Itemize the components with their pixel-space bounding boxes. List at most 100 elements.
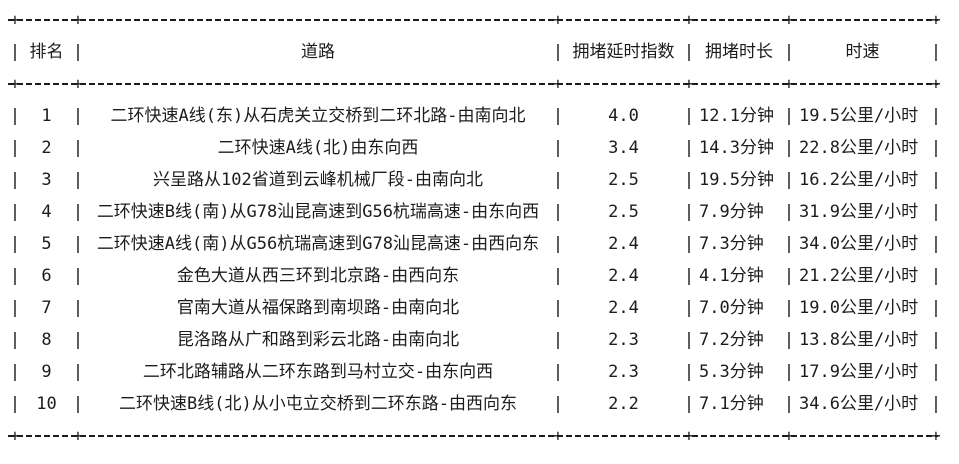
column-divider: | bbox=[552, 362, 564, 382]
column-divider: | bbox=[783, 298, 795, 318]
table-row: | | | | | | 1 二环快速A线(东)从石虎关立交桥到二环北路-由南向北 4.0 12.1… bbox=[10, 100, 941, 132]
cell-index: 2.4 bbox=[608, 234, 639, 254]
border-junction: + bbox=[684, 74, 694, 93]
cell-rank: 2 bbox=[41, 138, 52, 158]
column-divider: | bbox=[930, 266, 942, 286]
cell-speed: 19.5公里/小时 bbox=[799, 106, 919, 126]
border-junction: + bbox=[553, 426, 563, 445]
column-divider: | bbox=[552, 266, 564, 286]
table-row: | | | | | | 3 兴呈路从102省道到云峰机械厂段-由南向北 2.5 19.5分钟 16.… bbox=[10, 164, 941, 196]
cell-road: 二环快速A线(南)从G56杭瑞高速到G78汕昆高速-由西向东 bbox=[96, 234, 540, 254]
column-divider: | bbox=[9, 298, 21, 318]
dashed-rule bbox=[8, 83, 938, 85]
cell-index: 4.0 bbox=[608, 106, 639, 126]
console-output: + + + + + + | | | | | | 排名 道路 拥堵延时指数 拥堵时长 时速 + + + + + + | | | | | |… bbox=[8, 4, 959, 452]
column-divider: | bbox=[930, 106, 942, 126]
border-junction: + bbox=[10, 10, 20, 29]
cell-rank: 7 bbox=[41, 298, 52, 318]
cell-rank: 3 bbox=[41, 170, 52, 190]
column-divider: | bbox=[930, 234, 942, 254]
column-divider: | bbox=[9, 106, 21, 126]
cell-road: 昆洛路从广和路到彩云北路-由南向北 bbox=[176, 330, 460, 350]
table-header-separator: + + + + + + bbox=[8, 68, 941, 100]
cell-index: 3.4 bbox=[608, 138, 639, 158]
table-row: | | | | | | 2 二环快速A线(北)由东向西 3.4 14.3分钟 22.8公里/小时 bbox=[10, 132, 941, 164]
column-divider: | bbox=[552, 202, 564, 222]
cell-index: 2.5 bbox=[608, 202, 639, 222]
cell-duration: 14.3分钟 bbox=[699, 138, 774, 158]
border-junction: + bbox=[10, 426, 20, 445]
cell-index: 2.4 bbox=[608, 266, 639, 286]
column-header-road: 道路 bbox=[301, 42, 335, 62]
column-divider: | bbox=[930, 330, 942, 350]
border-junction: + bbox=[931, 10, 941, 29]
cell-rank: 10 bbox=[36, 394, 57, 414]
column-divider: | bbox=[783, 106, 795, 126]
column-divider: | bbox=[9, 138, 21, 158]
column-divider: | bbox=[783, 138, 795, 158]
border-junction: + bbox=[784, 426, 794, 445]
column-divider: | bbox=[9, 330, 21, 350]
column-divider: | bbox=[683, 202, 695, 222]
column-header-duration: 拥堵时长 bbox=[705, 42, 773, 62]
column-divider: | bbox=[683, 362, 695, 382]
cell-duration: 4.1分钟 bbox=[699, 266, 764, 286]
column-divider: | bbox=[72, 298, 84, 318]
column-divider: | bbox=[783, 362, 795, 382]
cell-speed: 21.2公里/小时 bbox=[799, 266, 919, 286]
table-row: | | | | | | 8 昆洛路从广和路到彩云北路-由南向北 2.3 7.2分钟 13.8公里/小… bbox=[10, 324, 941, 356]
column-divider: | bbox=[552, 106, 564, 126]
column-divider: | bbox=[72, 42, 84, 62]
column-divider: | bbox=[683, 42, 695, 62]
column-divider: | bbox=[783, 202, 795, 222]
cell-duration: 7.3分钟 bbox=[699, 234, 764, 254]
column-divider: | bbox=[683, 106, 695, 126]
column-divider: | bbox=[72, 170, 84, 190]
cell-index: 2.2 bbox=[608, 394, 639, 414]
border-junction: + bbox=[784, 74, 794, 93]
column-divider: | bbox=[552, 330, 564, 350]
cell-road: 二环快速A线(北)由东向西 bbox=[217, 138, 419, 158]
column-divider: | bbox=[552, 42, 564, 62]
cell-road: 二环快速A线(东)从石虎关立交桥到二环北路-由南向北 bbox=[110, 106, 526, 126]
column-divider: | bbox=[72, 138, 84, 158]
cell-duration: 7.9分钟 bbox=[699, 202, 764, 222]
cell-rank: 1 bbox=[41, 106, 52, 126]
cell-speed: 17.9公里/小时 bbox=[799, 362, 919, 382]
column-divider: | bbox=[683, 394, 695, 414]
column-divider: | bbox=[9, 266, 21, 286]
column-divider: | bbox=[683, 234, 695, 254]
cell-duration: 7.0分钟 bbox=[699, 298, 764, 318]
dashed-rule bbox=[8, 435, 938, 437]
column-divider: | bbox=[683, 266, 695, 286]
border-junction: + bbox=[73, 10, 83, 29]
border-junction: + bbox=[73, 426, 83, 445]
border-junction: + bbox=[931, 74, 941, 93]
border-junction: + bbox=[73, 74, 83, 93]
column-divider: | bbox=[9, 202, 21, 222]
cell-duration: 19.5分钟 bbox=[699, 170, 774, 190]
column-divider: | bbox=[783, 330, 795, 350]
column-divider: | bbox=[683, 138, 695, 158]
border-junction: + bbox=[684, 426, 694, 445]
column-divider: | bbox=[930, 298, 942, 318]
cell-speed: 31.9公里/小时 bbox=[799, 202, 919, 222]
border-junction: + bbox=[10, 74, 20, 93]
column-divider: | bbox=[9, 234, 21, 254]
column-divider: | bbox=[930, 362, 942, 382]
cell-speed: 19.0公里/小时 bbox=[799, 298, 919, 318]
cell-road: 二环快速B线(南)从G78汕昆高速到G56杭瑞高速-由东向西 bbox=[96, 202, 540, 222]
column-divider: | bbox=[72, 394, 84, 414]
column-header-rank: 排名 bbox=[29, 42, 64, 62]
cell-speed: 16.2公里/小时 bbox=[799, 170, 919, 190]
column-divider: | bbox=[930, 202, 942, 222]
traffic-congestion-table: + + + + + + | | | | | | 排名 道路 拥堵延时指数 拥堵时长 时速 + + + + + + | | | | | |… bbox=[8, 4, 959, 452]
table-row: | | | | | | 5 二环快速A线(南)从G56杭瑞高速到G78汕昆高速-由西向东 2.4… bbox=[10, 228, 941, 260]
cell-road: 兴呈路从102省道到云峰机械厂段-由南向北 bbox=[153, 170, 483, 190]
border-junction: + bbox=[684, 10, 694, 29]
column-divider: | bbox=[72, 234, 84, 254]
column-divider: | bbox=[783, 234, 795, 254]
cell-duration: 7.1分钟 bbox=[699, 394, 764, 414]
cell-speed: 34.6公里/小时 bbox=[799, 394, 919, 414]
column-divider: | bbox=[9, 170, 21, 190]
